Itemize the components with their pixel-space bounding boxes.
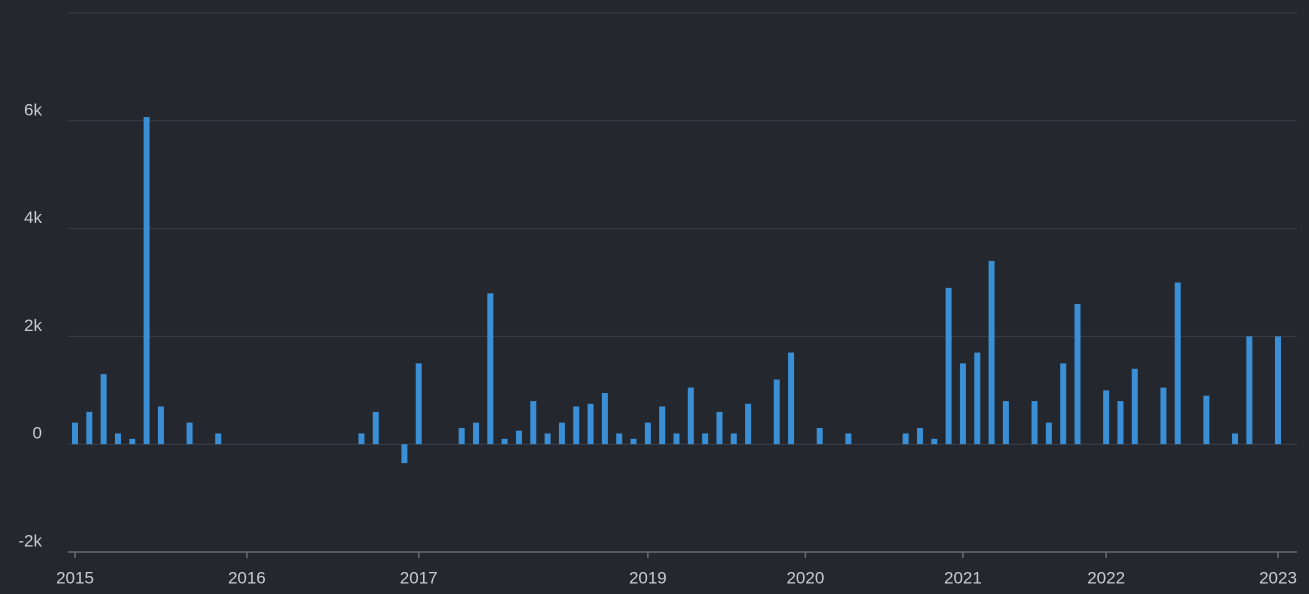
bar xyxy=(358,433,365,445)
bar xyxy=(1174,282,1181,445)
x-tick-label: 2017 xyxy=(400,568,438,587)
bar xyxy=(100,374,107,445)
bar xyxy=(415,363,422,445)
bar xyxy=(86,411,93,445)
bar xyxy=(974,352,981,445)
bar xyxy=(630,438,637,445)
bar xyxy=(129,438,136,445)
y-tick-label: 4k xyxy=(24,208,42,227)
bar xyxy=(730,433,737,445)
x-tick-label: 2021 xyxy=(944,568,982,587)
bar xyxy=(587,403,594,445)
bar xyxy=(945,287,952,445)
bar xyxy=(186,422,193,445)
bar xyxy=(673,433,680,445)
bar xyxy=(501,438,508,445)
bar xyxy=(143,117,150,445)
bar xyxy=(687,387,694,445)
bar xyxy=(544,433,551,445)
bar xyxy=(644,422,651,445)
bar xyxy=(1275,336,1281,445)
bar xyxy=(487,293,494,445)
bar xyxy=(515,430,522,445)
bar xyxy=(215,433,222,445)
x-tick-label: 2016 xyxy=(228,568,266,587)
bar xyxy=(616,433,623,445)
bar xyxy=(1074,304,1081,445)
bar xyxy=(702,433,709,445)
bar xyxy=(1160,387,1167,445)
y-tick-label: 6k xyxy=(24,100,42,119)
bar xyxy=(1232,433,1239,445)
bar xyxy=(473,422,479,445)
bar xyxy=(72,422,78,445)
bar xyxy=(372,411,379,445)
y-tick-label: 0 xyxy=(33,424,42,443)
bar xyxy=(1103,390,1110,445)
bar xyxy=(931,438,938,445)
bar xyxy=(902,433,909,445)
y-tick-label: -2k xyxy=(18,531,42,550)
x-tick-label: 2022 xyxy=(1087,568,1125,587)
bar xyxy=(114,433,121,445)
bar xyxy=(1203,395,1210,445)
bar xyxy=(773,379,780,445)
bar xyxy=(601,392,608,445)
bar xyxy=(745,403,752,445)
x-tick-label: 2020 xyxy=(786,568,824,587)
bar xyxy=(659,406,666,445)
x-tick-label: 2019 xyxy=(629,568,667,587)
bar xyxy=(816,428,823,445)
bar xyxy=(401,444,408,464)
bar xyxy=(458,428,465,445)
bar xyxy=(1117,401,1124,445)
bar xyxy=(1131,368,1138,445)
bar xyxy=(157,406,164,445)
bar xyxy=(1246,336,1253,445)
bar xyxy=(1045,422,1052,445)
bar xyxy=(1031,401,1038,445)
bar xyxy=(1060,363,1067,445)
bar xyxy=(988,260,995,445)
bar xyxy=(573,406,580,445)
x-tick-label: 2015 xyxy=(56,568,94,587)
bar xyxy=(530,401,537,445)
y-tick-label: 2k xyxy=(24,316,42,335)
x-tick-label: 2023 xyxy=(1259,568,1297,587)
bar xyxy=(959,363,966,445)
bar xyxy=(716,411,723,445)
bar xyxy=(788,352,795,445)
bar xyxy=(558,422,565,445)
bar xyxy=(845,433,852,445)
bar xyxy=(916,428,923,445)
bar xyxy=(1002,401,1009,445)
